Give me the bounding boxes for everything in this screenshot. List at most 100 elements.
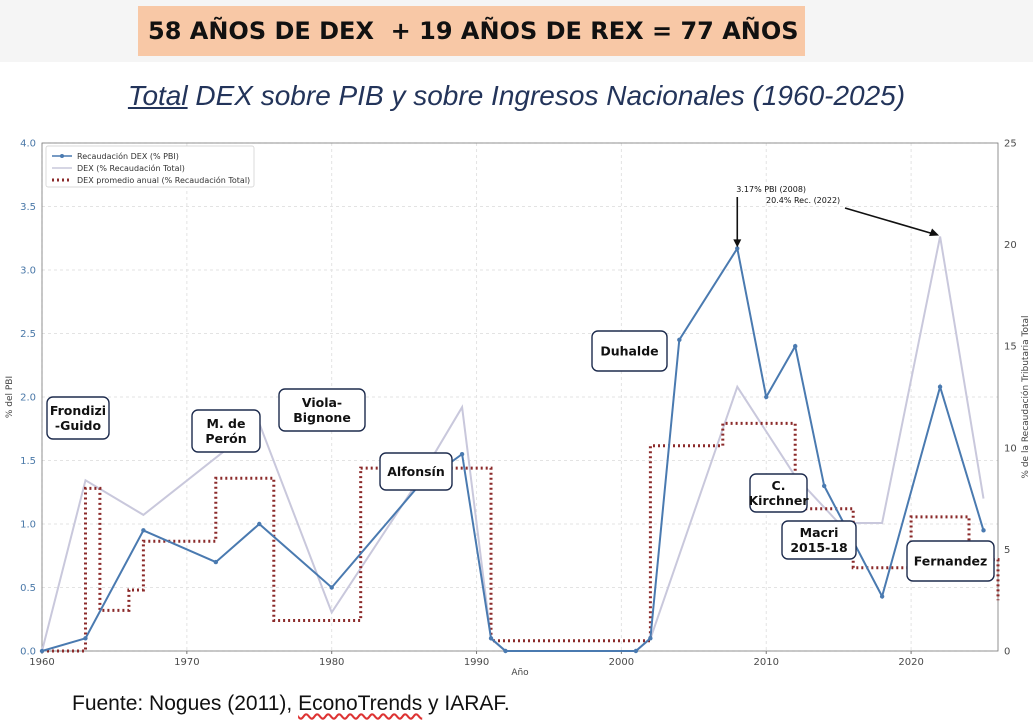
x-tick-label: 2020	[898, 657, 923, 668]
summary-banner: 58 AÑOS DE DEX + 19 AÑOS DE REX = 77 AÑO…	[138, 6, 805, 56]
president-box-frame	[278, 388, 366, 432]
president-box-frame	[46, 396, 110, 440]
x-tick-label: 1960	[29, 657, 54, 668]
series-group	[39, 236, 1000, 654]
chart-title: Total DEX sobre PIB y sobre Ingresos Nac…	[0, 80, 1033, 112]
arrowhead-2022	[929, 228, 940, 236]
y-left-tick-label: 2.0	[20, 393, 36, 404]
annotation-2022: 20.4% Rec. (2022)	[766, 196, 840, 205]
data-point	[677, 337, 682, 343]
gridlines	[41, 142, 998, 652]
source-footer: Fuente: Nogues (2011), EconoTrends y IAR…	[72, 692, 510, 716]
president-label: Duhalde	[600, 344, 658, 359]
y-left-tick-label: 0.5	[20, 583, 36, 594]
data-point	[937, 384, 943, 390]
data-point	[793, 344, 798, 349]
president-label: Perón	[205, 431, 246, 446]
president-box-frame	[591, 330, 668, 372]
president-box-4: Duhalde	[591, 330, 668, 372]
data-point	[735, 246, 740, 251]
y-right-tick-label: 20	[1004, 240, 1017, 251]
y-right-tick-label: 15	[1004, 342, 1017, 353]
x-tick-label: 2010	[754, 657, 779, 668]
data-point	[981, 528, 986, 533]
data-point	[633, 648, 639, 654]
y-right-tick-label: 10	[1004, 443, 1017, 454]
x-axis-label: Año	[511, 668, 529, 678]
data-point	[764, 394, 769, 400]
president-box-frame	[379, 452, 453, 491]
data-point	[213, 559, 219, 565]
chart-title-rest: DEX sobre PIB y sobre Ingresos Nacionale…	[187, 80, 906, 111]
president-box-7: Fernandez	[906, 540, 995, 582]
president-label: Macri	[800, 525, 839, 540]
series-line-1	[41, 236, 985, 652]
x-tick-label: 2000	[609, 657, 634, 668]
data-point	[488, 636, 494, 641]
axes: 1960 1970 1980 1990 2000 2010 20200.00.51.01.5…	[5, 139, 1031, 679]
president-label: -Guido	[55, 418, 102, 433]
president-box-0: Frondizi-Guido	[46, 396, 110, 440]
legend: Recaudación DEX (% PBI) DEX (% Recaudació…	[45, 145, 255, 188]
footer-text-after: y IARAF.	[422, 692, 510, 715]
y-right-tick-label: 0	[1004, 647, 1010, 658]
y-left-axis-label: % del PBI	[5, 376, 15, 418]
data-point	[503, 648, 508, 654]
y-left-tick-label: 1.0	[20, 520, 36, 531]
y-right-tick-label: 5	[1004, 545, 1010, 556]
y-left-tick-label: 2.5	[20, 329, 36, 340]
president-label: Kirchner	[749, 493, 810, 508]
x-tick-label: 1970	[174, 657, 199, 668]
annotations: 3.17% PBI (2008) 20.4% Rec. (2022)	[733, 185, 940, 248]
data-point	[821, 483, 827, 489]
data-point	[257, 521, 262, 527]
footer-text-before: Fuente: Nogues (2011),	[72, 692, 299, 715]
y-left-tick-label: 3.5	[20, 202, 36, 213]
y-left-tick-label: 4.0	[20, 139, 36, 150]
president-box-frame	[191, 409, 261, 453]
arrowhead-2008	[733, 239, 742, 248]
president-label: C.	[772, 478, 786, 493]
data-point	[459, 451, 465, 457]
president-box-3: Alfonsín	[379, 452, 453, 491]
legend-entry: DEX promedio anual (% Recaudación Total)	[77, 175, 250, 185]
president-label: M. de	[207, 416, 246, 431]
data-point	[648, 636, 653, 641]
y-right-axis-label: % de la Recaudación Tributaria Total	[1020, 315, 1031, 478]
legend-entry: Recaudación DEX (% PBI)	[77, 151, 179, 161]
president-box-5: C.Kirchner	[749, 473, 810, 513]
president-label: Viola-	[302, 395, 342, 410]
president-label: 2015-18	[790, 540, 847, 555]
data-point	[329, 585, 334, 590]
president-label: Bignone	[293, 410, 351, 425]
x-tick-label: 1980	[319, 657, 344, 668]
president-label: Frondizi	[50, 403, 106, 418]
y-left-tick-label: 0.0	[20, 647, 36, 658]
x-tick-label: 1990	[464, 657, 489, 668]
dex-chart: 1960 1970 1980 1990 2000 2010 20200.00.51.01.5…	[5, 139, 1031, 679]
series-line-2	[42, 421, 1000, 653]
chart-title-underlined: Total	[127, 80, 188, 111]
legend-box	[45, 145, 255, 188]
president-box-frame	[906, 540, 995, 582]
y-left-tick-label: 3.0	[20, 266, 36, 277]
data-point	[39, 648, 45, 654]
y-right-tick-label: 25	[1004, 139, 1017, 150]
president-box-frame	[781, 520, 857, 560]
data-point	[83, 636, 88, 641]
president-box-2: Viola-Bignone	[278, 388, 366, 432]
legend-entry: DEX (% Recaudación Total)	[77, 163, 185, 173]
president-box-frame	[749, 473, 808, 513]
legend-marker	[60, 154, 64, 158]
series-line-0	[41, 245, 985, 652]
president-label: Alfonsín	[387, 464, 445, 479]
data-point	[879, 594, 885, 599]
president-label: Fernandez	[914, 554, 988, 569]
y-left-tick-label: 1.5	[20, 456, 36, 467]
annotation-2008: 3.17% PBI (2008)	[736, 185, 806, 194]
arrow-2022	[844, 207, 933, 235]
footer-source-econotrends: EconoTrends	[298, 692, 423, 715]
